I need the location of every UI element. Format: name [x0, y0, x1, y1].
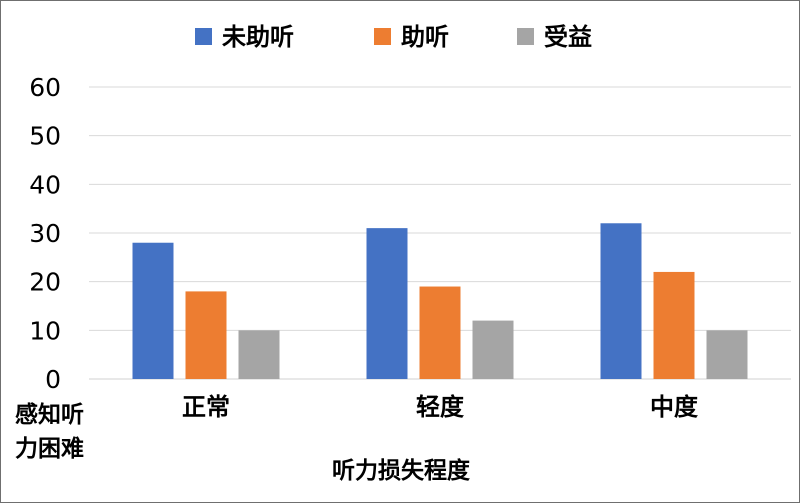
x-category-label: 轻度: [416, 393, 465, 421]
y-tick-label: 10: [29, 316, 61, 345]
x-category-labels: 正常 轻度 中度: [182, 393, 699, 421]
legend-label: 助听: [401, 23, 449, 51]
legend-label: 未助听: [222, 23, 294, 51]
legend-swatch: [195, 28, 212, 45]
bar: [185, 291, 227, 379]
x-axis-title: 听力损失程度: [332, 457, 471, 484]
y-tick-label: 30: [29, 219, 61, 248]
y-axis-title-line1: 感知听: [15, 401, 84, 428]
legend-swatch: [374, 28, 391, 45]
y-tick-label: 0: [45, 365, 61, 394]
y-tick-label: 50: [29, 122, 61, 151]
bars: [132, 223, 748, 379]
bar: [419, 286, 461, 379]
y-tick-labels: 0 10 20 30 40 50 60: [29, 73, 61, 394]
y-tick-label: 20: [29, 268, 61, 297]
bar: [238, 330, 280, 379]
bar: [132, 242, 174, 379]
bar: [706, 330, 748, 379]
legend: 未助听 助听 受益: [195, 23, 592, 51]
x-category-label: 中度: [650, 393, 699, 421]
y-tick-label: 40: [29, 170, 61, 199]
legend-swatch: [517, 28, 534, 45]
x-category-label: 正常: [182, 393, 230, 421]
bar: [653, 271, 695, 379]
bar: [472, 320, 514, 379]
bar: [600, 223, 642, 379]
y-axis-title-line2: 力困难: [15, 436, 84, 462]
bar: [366, 228, 408, 379]
legend-label: 受益: [544, 23, 592, 51]
y-tick-label: 60: [29, 73, 61, 102]
